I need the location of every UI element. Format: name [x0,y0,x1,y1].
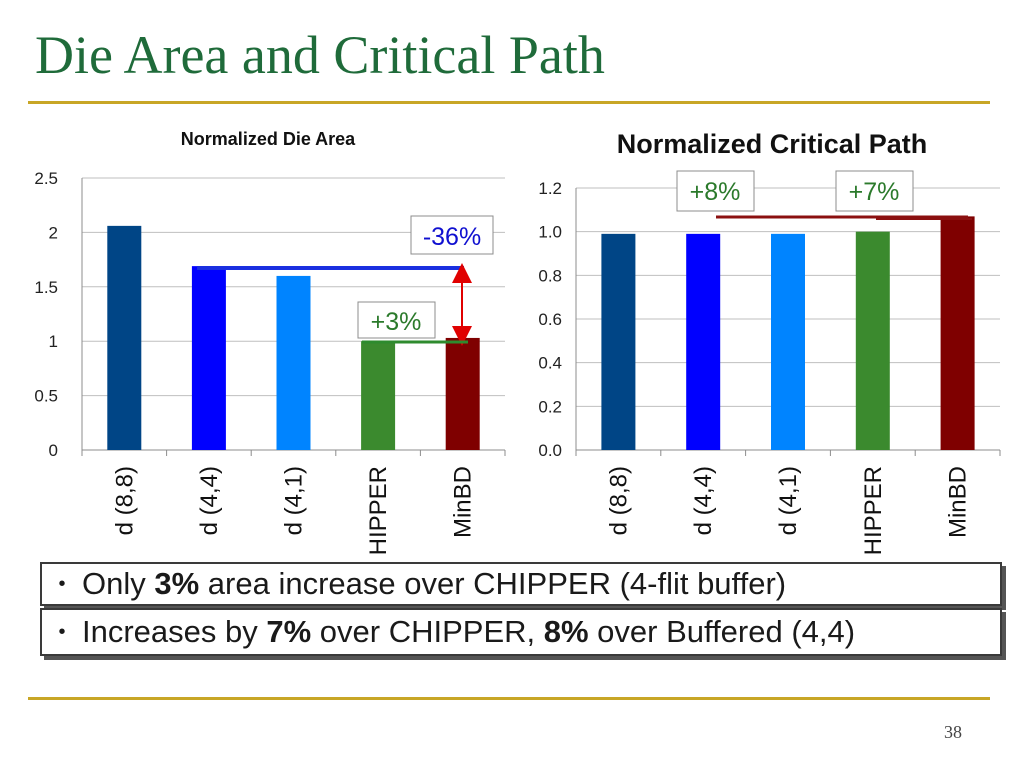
bar-1 [686,233,721,450]
bullet-dot-icon: • [58,620,66,643]
y-tick-label: 1 [49,332,58,351]
bullet-text: Only 3% area increase over CHIPPER (4-fl… [82,566,787,601]
y-tick-label: 2.5 [34,169,58,188]
y-tick-label: 0.4 [538,354,562,373]
y-tick-label: 1.5 [34,278,58,297]
y-tick-label: 0.8 [538,266,562,285]
y-tick-label: 0.6 [538,310,562,329]
bar-3 [855,231,890,450]
top-rule [28,101,990,104]
category-label: HIPPER [860,466,887,555]
category-label: HIPPER [365,466,392,555]
bar-4 [940,216,975,450]
bar-2 [276,275,311,450]
category-label: d (4,1) [775,466,802,535]
category-label: d (4,1) [281,466,308,535]
y-tick-label: 1.0 [538,223,562,242]
y-tick-label: 1.2 [538,179,562,198]
category-label: d (8,8) [111,466,138,535]
bar-3 [361,341,396,450]
y-tick-label: 0.5 [34,387,58,406]
die-area-chart-title: Normalized Die Area [181,129,356,149]
bar-0 [601,233,636,450]
critical-path-chart-title: Normalized Critical Path [617,129,928,159]
category-label: MinBD [945,466,972,538]
y-tick-label: 2 [49,223,58,242]
category-label: d (4,4) [690,466,717,535]
bullet-dot-icon: • [58,572,66,595]
y-tick-label: 0.2 [538,397,562,416]
critical-path-chart: Normalized Critical Path 0.0 0.2 0.4 0.6 0.8… [538,129,1001,555]
bar-1 [191,266,226,450]
y-tick-label: 0 [49,441,58,460]
slide-title: Die Area and Critical Path [35,25,605,85]
category-label: d (4,4) [196,466,223,535]
category-label: d (8,8) [605,466,632,535]
bar-2 [771,233,805,450]
bullet-item-area: • Only 3% area increase over CHIPPER (4-… [40,562,1002,606]
page-number: 38 [944,722,962,742]
bullet-text: Increases by 7% over CHIPPER, 8% over Bu… [82,614,856,649]
bullet-item-critical-path: • Increases by 7% over CHIPPER, 8% over … [40,608,1002,656]
bullet-list: • Only 3% area increase over CHIPPER (4-… [40,562,1002,662]
die-area-chart: Normalized Die Area 0 0.5 1 1.5 2 2.5 d (8,8)… [34,129,506,555]
bar-4 [445,337,480,450]
bar-0 [107,225,142,450]
bottom-rule [28,697,990,700]
y-tick-label: 0.0 [538,441,562,460]
category-label: MinBD [450,466,477,538]
